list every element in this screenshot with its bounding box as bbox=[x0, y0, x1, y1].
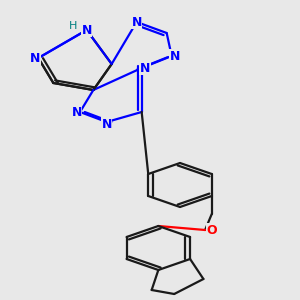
Text: O: O bbox=[206, 224, 217, 236]
Text: N: N bbox=[71, 106, 82, 118]
Text: N: N bbox=[30, 52, 40, 64]
Text: H: H bbox=[69, 21, 77, 31]
Text: N: N bbox=[131, 16, 142, 28]
Text: N: N bbox=[140, 61, 150, 74]
Text: N: N bbox=[101, 118, 112, 130]
Text: N: N bbox=[170, 50, 180, 62]
Text: N: N bbox=[82, 23, 92, 37]
